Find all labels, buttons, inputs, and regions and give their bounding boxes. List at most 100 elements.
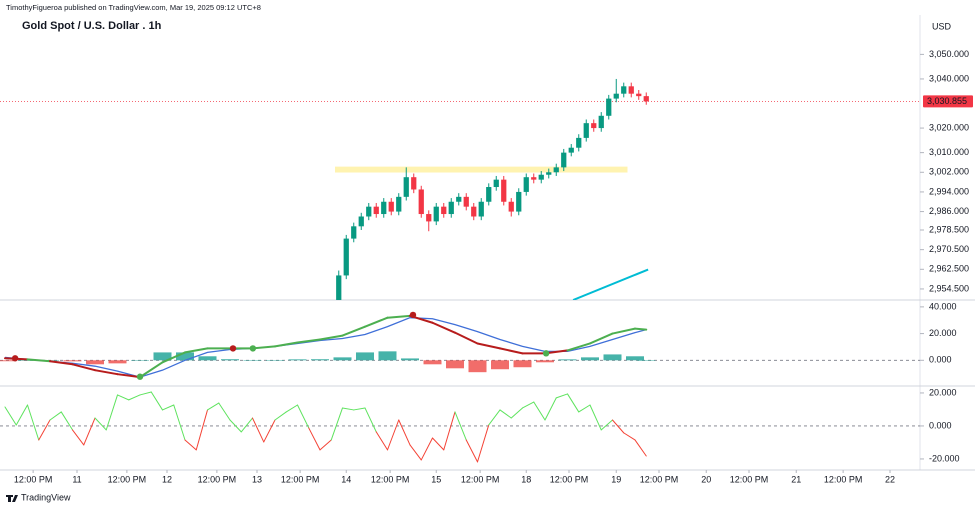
line-segment: [297, 404, 310, 429]
line-segment: [71, 363, 96, 372]
x-tick-label: 12:00 PM: [824, 474, 863, 484]
histogram-bar: [108, 360, 127, 364]
histogram-bar: [603, 354, 622, 361]
line-segment: [375, 431, 388, 451]
brand: TradingView: [21, 492, 71, 502]
line-segment: [454, 411, 467, 441]
y-tick-label: 20.000: [929, 328, 957, 338]
candle-body: [553, 167, 559, 173]
line-segment: [499, 409, 512, 419]
histogram-bar: [378, 351, 397, 361]
candle-body: [531, 177, 537, 180]
candle-body: [366, 206, 372, 217]
last-price-label: 3,030.855: [927, 96, 967, 106]
line-segment: [162, 404, 175, 411]
histogram-bar: [311, 359, 329, 361]
candle-body: [426, 214, 432, 222]
line-segment: [27, 404, 40, 441]
y-tick-label: 3,050.000: [929, 49, 969, 59]
line-segment: [566, 342, 591, 352]
candle-body: [538, 174, 544, 180]
line-segment: [454, 331, 479, 345]
line-segment: [578, 404, 591, 413]
line-segment: [567, 393, 580, 413]
line-segment: [161, 351, 186, 364]
cross-marker: [409, 311, 417, 319]
candle-body: [358, 216, 364, 227]
candle-body: [403, 177, 409, 197]
candle-body: [606, 98, 612, 116]
candle-body: [643, 96, 649, 102]
histogram-bar: [637, 360, 656, 361]
candle-body: [516, 191, 522, 212]
line-segment: [634, 439, 647, 457]
y-tick-label: -20.000: [929, 453, 960, 463]
candle-body: [486, 187, 492, 202]
line-segment: [330, 407, 343, 441]
chart-title: Gold Spot / U.S. Dollar . 1h: [22, 20, 162, 32]
currency: USD: [932, 21, 952, 31]
line-segment: [522, 401, 535, 409]
line-segment: [4, 406, 17, 426]
y-tick-label: 2,978.500: [929, 224, 969, 234]
line-segment: [274, 341, 299, 348]
line-segment: [420, 437, 433, 461]
line-segment: [386, 314, 411, 319]
line-segment: [60, 411, 73, 431]
histogram-bar: [288, 359, 307, 361]
line-segment: [296, 338, 321, 344]
cross-marker: [542, 350, 550, 357]
histogram-bar: [491, 360, 509, 370]
pane: [0, 391, 920, 463]
line-segment: [207, 402, 220, 411]
candle-body: [598, 115, 604, 129]
y-tick-label: 3,020.000: [929, 122, 969, 132]
candle-body: [411, 177, 417, 190]
histogram-bar: [153, 352, 172, 361]
x-tick-label: 21: [791, 474, 801, 484]
line-segment: [49, 411, 62, 421]
line-segment: [634, 327, 648, 331]
line-segment: [555, 393, 568, 399]
x-tick-label: 19: [611, 474, 621, 484]
line-segment: [533, 401, 546, 421]
candle-body: [343, 238, 349, 276]
line-segment: [150, 391, 163, 411]
candle-body: [508, 201, 514, 212]
line-segment: [285, 404, 298, 413]
pane: [0, 78, 920, 300]
candle-body: [373, 206, 379, 215]
x-tick-label: 20: [701, 474, 711, 484]
y-tick-label: 20.000: [929, 387, 957, 397]
y-tick-label: 3,002.000: [929, 167, 969, 177]
candle-body: [351, 226, 357, 239]
line-segment: [117, 394, 130, 401]
x-tick-label: 15: [431, 474, 441, 484]
line-segment: [319, 439, 332, 451]
line-segment: [274, 411, 287, 421]
candle-body: [441, 206, 447, 215]
line-segment: [195, 409, 208, 451]
line-segment: [105, 394, 118, 431]
y-tick-label: 2,962.500: [929, 264, 969, 274]
x-tick-label: 12:00 PM: [108, 474, 147, 484]
line-segment: [26, 358, 51, 363]
candle-body: [501, 179, 507, 202]
histogram-bar: [558, 359, 577, 361]
x-tick-label: 12:00 PM: [198, 474, 237, 484]
pane: [0, 311, 920, 380]
logo: [6, 495, 18, 502]
y-tick-label: 0.000: [929, 355, 952, 365]
candle-body: [418, 189, 424, 215]
x-tick-label: 18: [521, 474, 531, 484]
line-segment: [139, 391, 152, 396]
line-segment: [263, 419, 276, 443]
histogram-bar: [243, 360, 262, 361]
histogram-bar: [581, 357, 599, 361]
line-segment: [364, 407, 377, 433]
line-segment: [544, 397, 557, 421]
x-tick-label: 13: [252, 474, 262, 484]
line-segment: [240, 417, 253, 433]
line-segment: [218, 402, 231, 421]
